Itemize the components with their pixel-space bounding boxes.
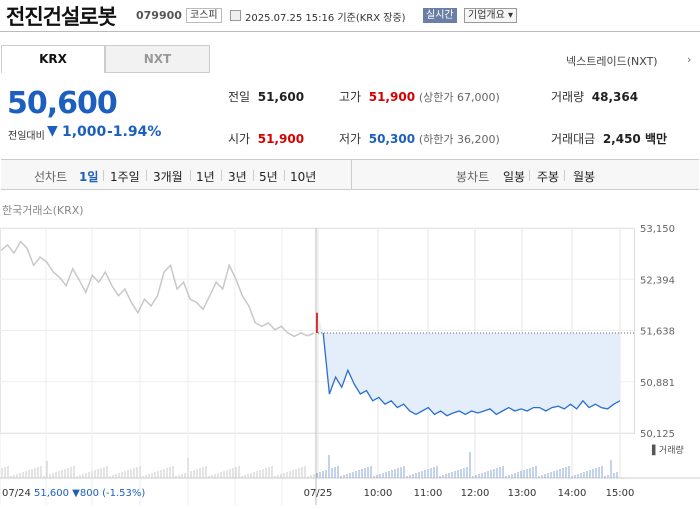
- diff-percent: -1.94%: [107, 124, 162, 140]
- footer-date: 07/24: [2, 488, 31, 499]
- separator: [146, 170, 147, 181]
- tab-krx[interactable]: KRX: [1, 45, 105, 73]
- footer-change: 51,600 ▼800 (-1.53%): [34, 488, 145, 499]
- x-tick-label: 11:00: [414, 488, 443, 499]
- current-price: 50,600: [7, 86, 118, 121]
- divider: [351, 160, 352, 189]
- chevron-right-icon[interactable]: ›: [687, 53, 692, 66]
- y-tick-label: 50,125: [640, 429, 675, 440]
- x-tick-label: 12:00: [461, 488, 490, 499]
- tab-nxt[interactable]: NXT: [105, 45, 210, 73]
- separator: [103, 170, 104, 181]
- market-badge: 코스피: [186, 8, 222, 23]
- stat-value: 2,450 백만: [602, 132, 668, 146]
- series-today: [322, 332, 621, 417]
- separator: [253, 170, 254, 181]
- separator: [190, 170, 191, 181]
- range-3y[interactable]: 3년: [228, 170, 247, 184]
- stat-label: 거래대금: [551, 132, 596, 146]
- stat-label: 고가: [339, 90, 362, 104]
- stock-header: 전진건설로봇 079900 코스피 2025.07.25 15:16 기준(KR…: [0, 0, 700, 32]
- candle-weekly[interactable]: 주봉: [537, 170, 560, 184]
- diff-value: 1,000: [62, 124, 107, 140]
- stat-amount: 거래대금 2,450 백만: [551, 130, 667, 147]
- chart-range-bar: 선차트 1일 1주일 3개월 1년 3년 5년 10년 봉차트 일봉 주봉 월봉: [1, 159, 699, 190]
- stat-sub: (하한가 36,200): [418, 133, 500, 146]
- stat-volume: 거래량 48,364: [551, 88, 638, 105]
- y-tick-label: 51,638: [640, 327, 675, 338]
- x-tick-label: 15:00: [606, 488, 635, 499]
- exchange-label: 한국거래소(KRX): [2, 204, 84, 217]
- candle-chart-label: 봉차트: [456, 170, 490, 184]
- range-3m[interactable]: 3개월: [153, 170, 183, 184]
- diff-label: 전일대비: [8, 131, 45, 142]
- range-1y[interactable]: 1년: [196, 170, 215, 184]
- stat-open: 시가 51,900: [228, 130, 304, 147]
- candle-daily[interactable]: 일봉: [503, 170, 526, 184]
- realtime-button[interactable]: 실시간: [423, 8, 457, 23]
- x-tick-label: 10:00: [364, 488, 393, 499]
- stat-sub: (상한가 67,000): [418, 91, 500, 104]
- range-1d[interactable]: 1일: [79, 170, 99, 184]
- stat-label: 전일: [228, 90, 251, 104]
- separator: [564, 170, 565, 181]
- stat-low: 저가 50,300 (하한가 36,200): [339, 130, 500, 147]
- candle-monthly[interactable]: 월봉: [573, 170, 596, 184]
- stock-code: 079900: [136, 9, 182, 22]
- series-prev-day: [0, 240, 315, 338]
- separator: [221, 170, 222, 181]
- nxt-link[interactable]: 넥스트레이드(NXT): [566, 55, 658, 68]
- stat-value: 50,300: [368, 132, 416, 146]
- stat-label: 저가: [339, 132, 362, 146]
- stat-value: 51,900: [257, 132, 305, 146]
- stat-value: 51,900: [368, 90, 416, 104]
- range-5y[interactable]: 5년: [259, 170, 278, 184]
- x-tick-label: 14:00: [558, 488, 587, 499]
- down-arrow-icon: ▼: [47, 123, 58, 139]
- y-tick-label: 50,881: [640, 378, 675, 389]
- calendar-icon: [230, 10, 241, 21]
- stock-name: 전진건설로봇: [6, 5, 117, 29]
- stat-label: 시가: [228, 132, 251, 146]
- line-chart-label: 선차트: [34, 170, 68, 184]
- separator: [529, 170, 530, 181]
- stat-label: 거래량: [551, 90, 585, 104]
- stat-high: 고가 51,900 (상한가 67,000): [339, 88, 500, 105]
- separator: [284, 170, 285, 181]
- company-overview-dropdown[interactable]: 기업개요 ▾: [464, 8, 517, 23]
- range-1w[interactable]: 1주일: [110, 170, 140, 184]
- range-10y[interactable]: 10년: [290, 170, 317, 184]
- chart-svg: 53,150 52,394 51,638 50,881 50,125 07/25 10:00…: [0, 224, 700, 505]
- series-today-fill: [317, 312, 620, 416]
- y-tick-label: 53,150: [640, 224, 675, 235]
- stat-value: 51,600: [257, 90, 305, 104]
- intraday-chart[interactable]: 53,150 52,394 51,638 50,881 50,125 07/25 10:00…: [0, 220, 700, 505]
- stat-prev-close: 전일 51,600: [228, 88, 304, 105]
- quote-datetime: 2025.07.25 15:16 기준(KRX 장중): [245, 13, 406, 24]
- volume-label: ▌거래량: [651, 444, 684, 456]
- y-tick-label: 52,394: [640, 275, 675, 286]
- stat-value: 48,364: [591, 90, 639, 104]
- x-tick-label: 13:00: [508, 488, 537, 499]
- x-tick-label: 07/25: [304, 488, 333, 499]
